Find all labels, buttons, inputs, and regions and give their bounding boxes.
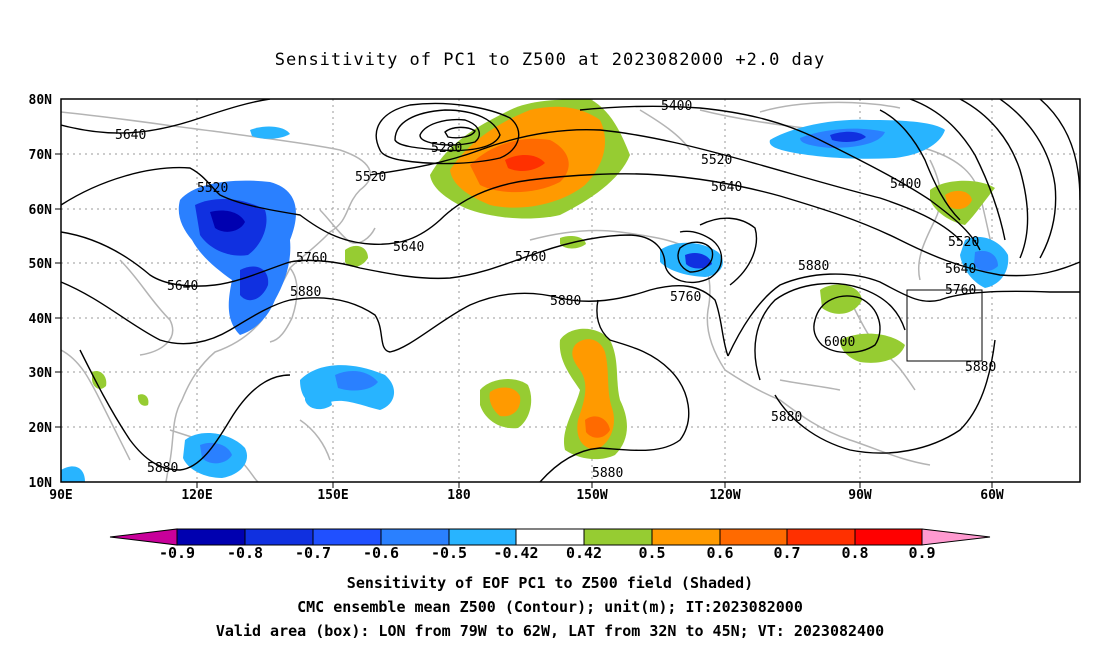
axis-ticks: [55, 153, 993, 488]
colorbar-swatch: [244, 528, 314, 546]
colorbar: [109, 528, 991, 546]
colorbar-swatch: [448, 528, 517, 546]
colorbar-swatch: [312, 528, 382, 546]
contour-labels: 5640 5520 5280 5520 5400 5520 5640 5400 …: [115, 99, 996, 481]
contour-label: 5640: [115, 128, 146, 143]
contour-label: 5880: [290, 285, 321, 300]
lon-label: 120E: [181, 488, 212, 503]
contour-label: 5880: [592, 466, 623, 481]
colorbar-label: 0.8: [841, 544, 868, 562]
lat-label: 80N: [29, 93, 53, 108]
contour-label: 5280: [431, 141, 462, 156]
contour-label: 5760: [945, 283, 976, 298]
caption-shaded: Sensitivity of EOF PC1 to Z500 field (Sh…: [346, 574, 754, 592]
negative-sensitivity-shading: [61, 119, 1009, 482]
z500-contours: [61, 99, 1080, 482]
contour-label: 5760: [670, 290, 701, 305]
contour-label: 5520: [701, 153, 732, 168]
contour-label: 5760: [515, 250, 546, 265]
contour-label: 5640: [393, 240, 424, 255]
lon-label: 90E: [49, 488, 72, 503]
contour-label: 5640: [711, 180, 742, 195]
colorbar-label: -0.5: [431, 544, 467, 562]
colorbar-swatch: [515, 528, 585, 546]
colorbar-swatch: [176, 528, 246, 546]
contour-label: 5520: [948, 235, 979, 250]
colorbar-swatch: [583, 528, 653, 546]
contour-label: 5880: [798, 259, 829, 274]
contour-label: 5520: [197, 181, 228, 196]
lat-label: 40N: [29, 312, 53, 327]
contour-label: 5400: [661, 99, 692, 114]
contour-label: 5880: [550, 294, 581, 309]
contour-label: 5760: [296, 251, 327, 266]
colorbar-labels: -0.9 -0.8 -0.7 -0.6 -0.5 -0.42 0.42 0.5 …: [159, 544, 936, 562]
colorbar-label: 0.5: [638, 544, 665, 562]
contour-label: 5640: [167, 279, 198, 294]
lon-labels: 90E 120E 150E 180 150W 120W 90W 60W: [49, 488, 1004, 503]
lat-label: 10N: [29, 476, 53, 491]
caption-valid-area: Valid area (box): LON from 79W to 62W, L…: [215, 622, 885, 640]
colorbar-swatch: [786, 528, 856, 546]
positive-sensitivity-shading: [92, 99, 995, 460]
lat-label: 50N: [29, 257, 53, 272]
contour-label: 5880: [147, 461, 178, 476]
lat-label: 20N: [29, 421, 53, 436]
lat-labels: 80N 70N 60N 50N 40N 30N 20N 10N: [29, 93, 53, 491]
lon-label: 60W: [980, 488, 1004, 503]
contour-label: 6000: [824, 335, 855, 350]
lat-label: 30N: [29, 366, 53, 381]
colorbar-high-triangle: [921, 528, 991, 546]
colorbar-label: -0.9: [159, 544, 195, 562]
colorbar-label: 0.42: [566, 544, 602, 562]
colorbar-label: -0.7: [295, 544, 331, 562]
lat-label: 70N: [29, 148, 53, 163]
contour-label: 5400: [890, 177, 921, 192]
colorbar-label: 0.6: [706, 544, 733, 562]
lat-label: 60N: [29, 203, 53, 218]
lon-label: 180: [447, 488, 471, 503]
colorbar-label: -0.42: [493, 544, 538, 562]
contour-label: 5880: [771, 410, 802, 425]
colorbar-label: 0.7: [773, 544, 800, 562]
valid-area-box: [906, 289, 983, 362]
contour-label: 5640: [945, 262, 976, 277]
lon-label: 90W: [848, 488, 872, 503]
colorbar-swatch: [380, 528, 450, 546]
contour-label: 5520: [355, 170, 386, 185]
colorbar-swatch: [651, 528, 721, 546]
map-frame: [60, 98, 1081, 483]
colorbar-swatch: [854, 528, 923, 546]
colorbar-low-triangle: [109, 528, 178, 546]
contour-label: 5880: [965, 360, 996, 375]
lon-label: 120W: [709, 488, 740, 503]
lon-label: 150W: [576, 488, 607, 503]
colorbar-label: -0.6: [363, 544, 399, 562]
caption-contour: CMC ensemble mean Z500 (Contour); unit(m…: [297, 598, 803, 616]
plot-title: Sensitivity of PC1 to Z500 at 2023082000…: [274, 50, 826, 70]
colorbar-label: 0.9: [908, 544, 935, 562]
colorbar-label: -0.8: [227, 544, 263, 562]
colorbar-swatch: [719, 528, 788, 546]
lon-label: 150E: [317, 488, 348, 503]
